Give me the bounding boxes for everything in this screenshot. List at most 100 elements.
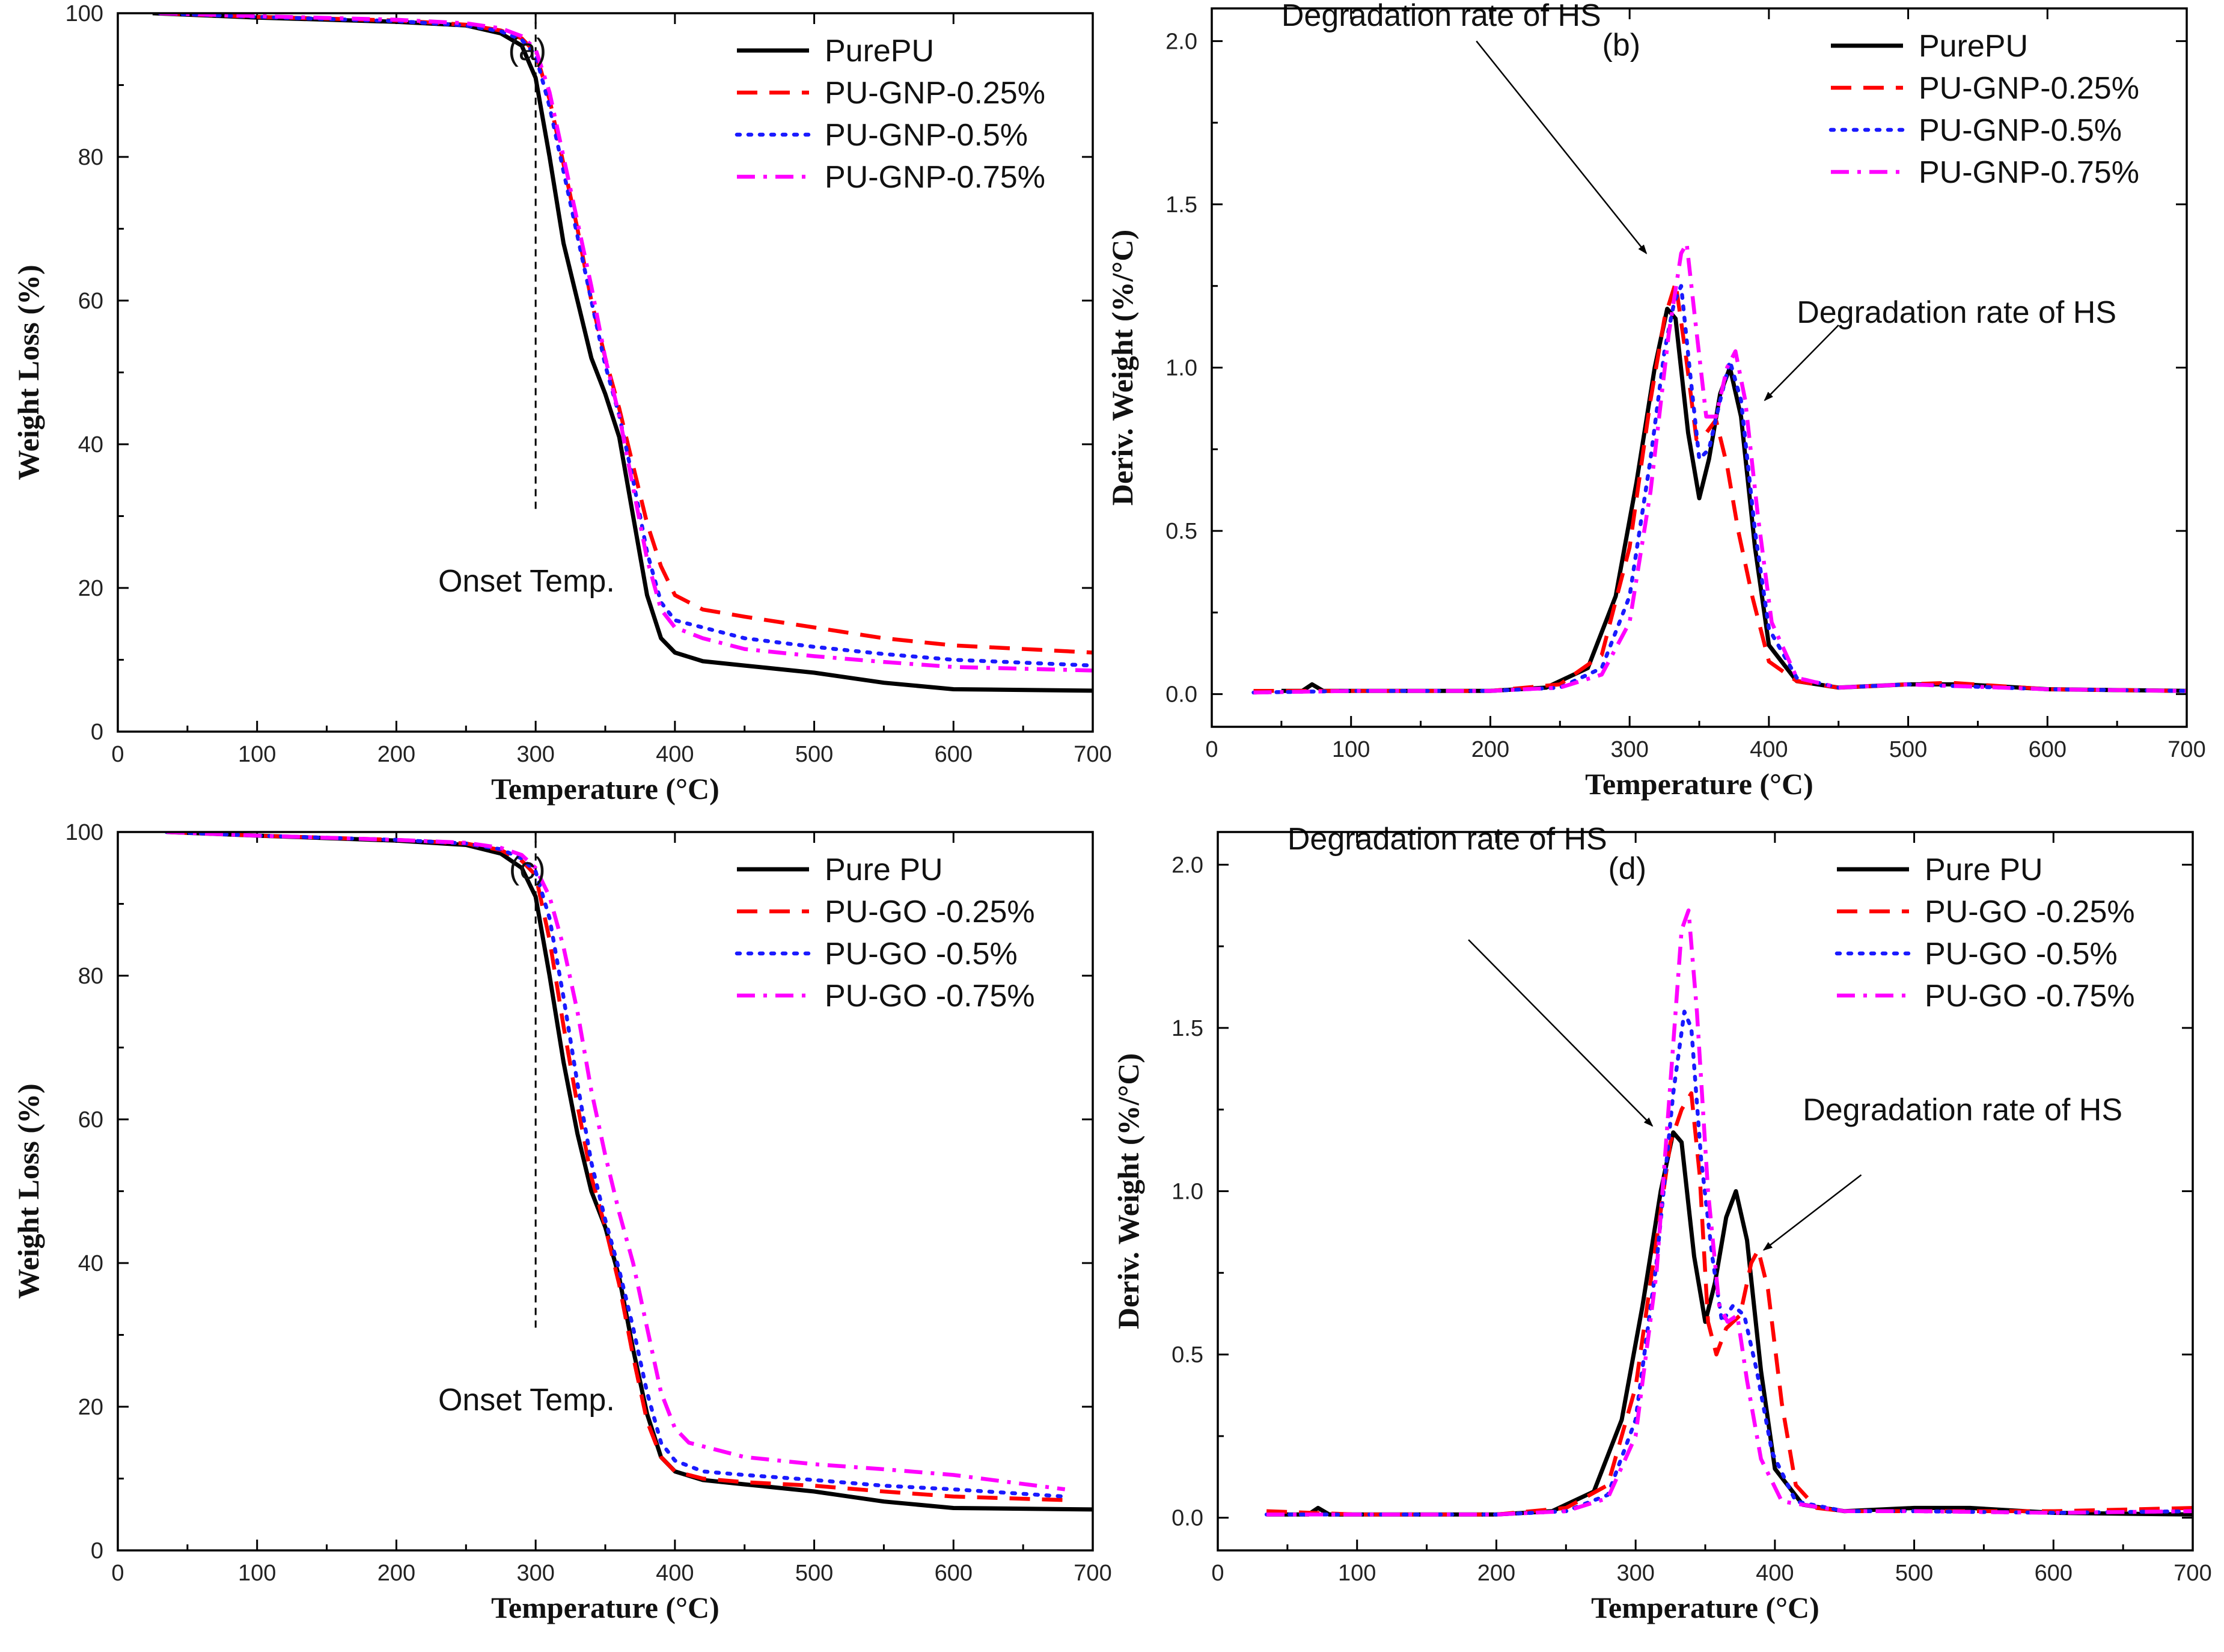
onset-temperature-label: Onset Temp. [438, 1383, 615, 1418]
x-axis-title: Temperature (°C) [1591, 1591, 1819, 1624]
annotation-arrow [1476, 40, 1648, 254]
x-tick-label: 0 [1205, 737, 1218, 762]
y-axis-title: Deriv. Weight (%/°C) [1105, 230, 1139, 506]
legend-entry: PU-GNP-0.75% [1919, 155, 2139, 190]
annotation-arrow [1468, 939, 1654, 1127]
series-line-pu-go-0-75- [1266, 908, 2193, 1517]
y-tick-label: 2.0 [1165, 29, 1197, 54]
y-axis-title: Weight Loss (%) [11, 265, 45, 480]
x-tick-label: 700 [2167, 737, 2205, 762]
x-tick-label: 300 [1616, 1561, 1654, 1586]
panel-label: (a) [508, 32, 546, 67]
chart-panel-a: 0 100 200 300 400 500 600 700 0 20 40 60 80 100 Temper… [11, 1, 1112, 806]
panel-label: (c) [509, 851, 546, 886]
y-tick-label: 1.5 [1165, 192, 1197, 218]
y-axis-title: Weight Loss (%) [11, 1083, 45, 1299]
series-line-pu-go-0-5- [164, 832, 1067, 1499]
legend-entry: PurePU [825, 34, 934, 69]
legend-entry: PU-GNP-0.25% [1919, 71, 2139, 106]
x-tick-label: 600 [935, 1561, 973, 1586]
y-tick-label: 0.0 [1165, 682, 1197, 708]
x-tick-label: 600 [2029, 737, 2067, 762]
y-tick-label: 60 [78, 289, 103, 314]
series-line-pu-gnp-0-75- [1253, 241, 2187, 695]
y-tick-label: 1.5 [1172, 1016, 1203, 1041]
x-tick-label: 500 [1889, 737, 1927, 762]
x-tick-label: 700 [2174, 1561, 2211, 1586]
x-axis-title: Temperature (°C) [491, 1591, 719, 1624]
series-line-pu-go-0-75- [166, 832, 1066, 1491]
x-tick-label: 400 [1756, 1561, 1794, 1586]
x-tick-label: 400 [656, 1561, 694, 1586]
plot-frame [117, 831, 1094, 1552]
x-tick-label: 400 [656, 742, 694, 767]
legend-entry: PU-GNP-0.75% [825, 160, 1045, 195]
series-line-pu-go-0-5- [1264, 1009, 2193, 1517]
x-tick-label: 500 [1895, 1561, 1933, 1586]
x-tick-label: 100 [238, 1561, 276, 1586]
series-line-pure-pu [166, 832, 1093, 1512]
annotation-text: Degradation rate of HS [1803, 1093, 2122, 1128]
x-tick-label: 400 [1750, 737, 1788, 762]
legend-entry: PU-GNP-0.5% [1919, 113, 2122, 148]
x-tick-label: 100 [1332, 737, 1370, 762]
y-tick-label: 80 [78, 145, 103, 170]
y-tick-label: 80 [78, 964, 103, 989]
y-tick-label: 40 [78, 1251, 103, 1276]
series-group [1251, 241, 2187, 695]
chart-panel-b: 0 100 200 300 400 500 600 700 0.0 0.5 1.0 1.5 2.0 Tem… [1105, 0, 2206, 801]
y-tick-label: 100 [66, 1, 103, 26]
legend-entry: PU-GO -0.75% [1925, 979, 2135, 1014]
chart-panel-c: 0 100 200 300 400 500 600 700 0 20 40 60 80 100 Temper… [11, 820, 1112, 1624]
series-line-pu-gnp-0-5- [157, 13, 1093, 668]
x-tick-label: 200 [1471, 737, 1509, 762]
y-axis-title: Deriv. Weight (%/°C) [1111, 1053, 1145, 1329]
series-line-pu-gnp-0-25- [1253, 281, 2187, 693]
series-group [1264, 908, 2193, 1517]
legend-entry: PU-GO -0.5% [1925, 937, 2118, 971]
y-tick-label: 100 [66, 820, 103, 845]
x-tick-label: 500 [795, 1561, 833, 1586]
y-tick-label: 60 [78, 1107, 103, 1133]
x-tick-label: 300 [516, 1561, 554, 1586]
x-tick-label: 200 [377, 742, 415, 767]
annotation-text: Degradation rate of HS [1797, 295, 2116, 330]
legend-entry: Pure PU [1925, 852, 2043, 887]
y-tick-label: 20 [78, 576, 103, 601]
x-tick-label: 500 [795, 742, 833, 767]
plot-frame [1217, 831, 2194, 1552]
x-tick-label: 0 [111, 742, 124, 767]
x-tick-label: 300 [516, 742, 554, 767]
y-tick-label: 2.0 [1172, 852, 1203, 878]
panel-label: (d) [1608, 851, 1646, 886]
legend-entry: PU-GO -0.25% [1925, 895, 2135, 929]
legend-entry: PU-GO -0.25% [825, 895, 1035, 929]
legend-entry: PU-GO -0.75% [825, 979, 1035, 1014]
y-tick-label: 1.0 [1165, 356, 1197, 381]
y-tick-label: 20 [78, 1395, 103, 1420]
y-tick-label: 0.5 [1172, 1342, 1203, 1368]
x-tick-label: 600 [935, 742, 973, 767]
series-line-pu-gnp-0-5- [1251, 284, 2187, 695]
y-tick-label: 0 [91, 1538, 103, 1564]
legend-entry: PurePU [1919, 29, 2028, 64]
series-group [152, 13, 1093, 693]
legend-entry: PU-GNP-0.5% [825, 118, 1028, 153]
legend-entry: Pure PU [825, 852, 943, 887]
series-group [164, 832, 1093, 1512]
x-tick-label: 100 [238, 742, 276, 767]
annotation-arrow [1762, 1174, 1862, 1251]
x-tick-label: 200 [1477, 1561, 1515, 1586]
chart-panel-d: 0 100 200 300 400 500 600 700 0.0 0.5 1.0 1.5 2.0 Tem… [1111, 822, 2212, 1624]
x-tick-label: 200 [377, 1561, 415, 1586]
x-tick-label: 100 [1338, 1561, 1376, 1586]
y-tick-label: 0 [91, 720, 103, 745]
series-line-purepu [1281, 307, 2187, 693]
x-axis-title: Temperature (°C) [1585, 767, 1813, 801]
x-tick-label: 0 [111, 1561, 124, 1586]
x-tick-label: 600 [2035, 1561, 2073, 1586]
plot-frame [1211, 7, 2188, 728]
series-line-purepu [152, 13, 1093, 693]
series-line-pu-gnp-0-75- [159, 13, 1093, 673]
